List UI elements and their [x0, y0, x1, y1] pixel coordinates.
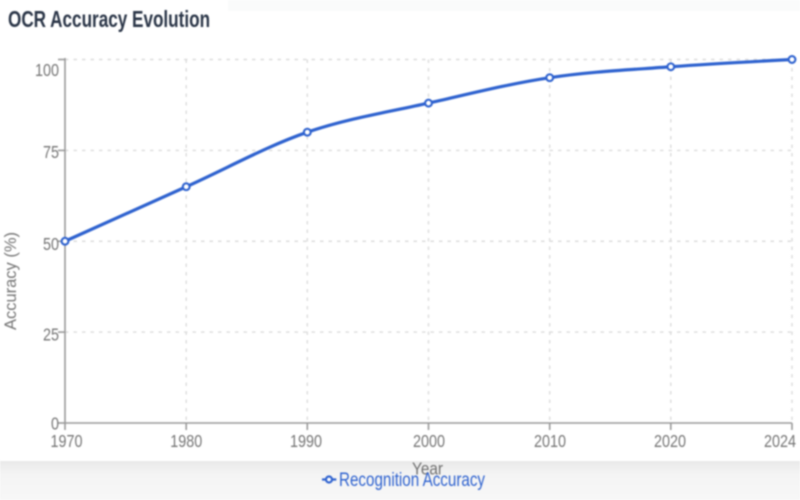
- svg-text:2010: 2010: [534, 432, 566, 452]
- svg-text:Year: Year: [412, 458, 443, 478]
- svg-text:Accuracy (%): Accuracy (%): [2, 232, 20, 330]
- svg-text:25: 25: [43, 325, 59, 345]
- svg-text:0: 0: [51, 414, 59, 434]
- svg-text:2024: 2024: [764, 432, 796, 452]
- svg-text:OCR Accuracy Evolution: OCR Accuracy Evolution: [8, 8, 210, 33]
- svg-text:1990: 1990: [290, 432, 322, 452]
- svg-text:Recognition Accuracy: Recognition Accuracy: [339, 468, 485, 490]
- svg-text:2020: 2020: [654, 432, 686, 452]
- svg-text:1970: 1970: [50, 432, 82, 452]
- svg-text:50: 50: [43, 234, 59, 254]
- svg-text:75: 75: [43, 143, 59, 163]
- svg-text:100: 100: [35, 61, 59, 81]
- svg-text:1980: 1980: [170, 432, 202, 452]
- svg-text:2000: 2000: [413, 432, 445, 452]
